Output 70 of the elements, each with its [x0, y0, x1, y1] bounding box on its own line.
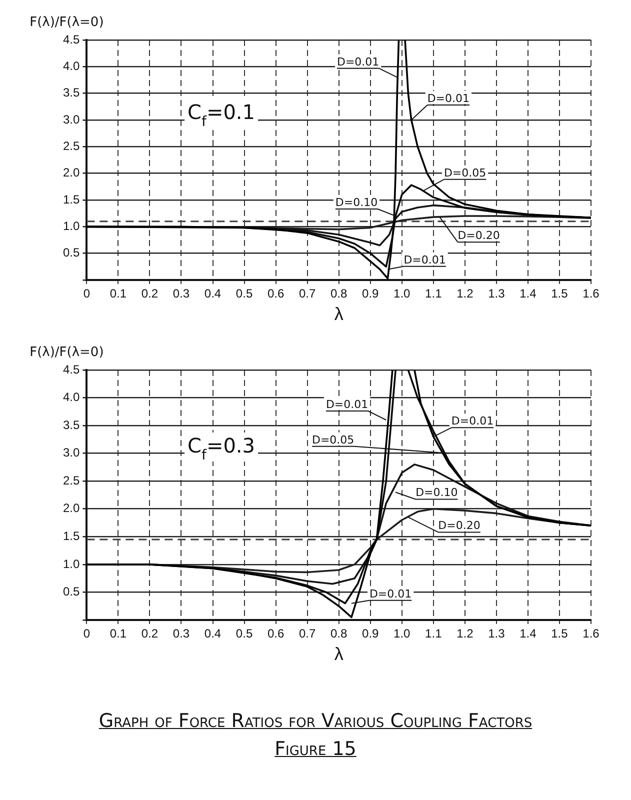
y-tick-label: 0.5 [62, 584, 80, 599]
annotation: D=0.01 [336, 55, 380, 68]
x-tick-label: 0.1 [110, 286, 127, 301]
x-tick-label: 0.3 [172, 626, 190, 641]
text: Graph of Force Ratios for Various Coupling Factors [98, 710, 534, 732]
x-tick-label: 1.1 [425, 286, 442, 301]
x-tick-label: 0.9 [362, 626, 380, 641]
x-tick-label: 0.2 [141, 626, 158, 641]
x-tick-label: 0.1 [110, 626, 127, 641]
y-tick-label: 2.0 [62, 166, 80, 180]
y-tick-label: 1.5 [62, 528, 80, 543]
annotation: D=0.20 [438, 519, 480, 532]
x-tick-label: 0.2 [141, 286, 158, 301]
text: Figure 15 [274, 738, 358, 760]
annotation: D=0.10 [416, 486, 458, 500]
annotation: D=0.20 [458, 229, 500, 242]
x-tick-label: 1.3 [488, 626, 506, 641]
y-tick-label: 4.5 [62, 362, 80, 376]
annotation: D=0.01 [451, 414, 494, 428]
x-tick-label: 0.5 [236, 286, 253, 301]
x-tick-label: 0.3 [172, 286, 190, 301]
annotation: D=0.05 [312, 433, 354, 446]
x-tick-label: 1.6 [582, 286, 600, 301]
x-tick-label: 0 [83, 286, 90, 301]
y-axis-title: F(λ)/F(λ=0) [30, 345, 104, 360]
x-tick-label: 0.6 [267, 626, 284, 641]
annotation: D=0.01 [427, 92, 470, 105]
y-tick-label: 1.0 [62, 556, 80, 571]
x-tick-label: 1.6 [582, 626, 600, 641]
y-tick-label: 1.0 [62, 218, 80, 233]
x-axis-title: λ [334, 304, 344, 324]
y-tick-label: 3.5 [62, 418, 80, 432]
y-axis-title: F(λ)/F(λ=0) [30, 15, 104, 30]
annotation: D=0.01 [404, 253, 446, 266]
x-tick-label: 0 [83, 626, 90, 641]
x-tick-label: 1.4 [520, 286, 537, 301]
x-tick-label: 0.7 [298, 626, 316, 641]
y-tick-label: 4.0 [62, 390, 80, 404]
x-tick-label: 0.8 [330, 626, 348, 641]
annotation: D=0.01 [326, 398, 368, 411]
annotation: D=0.10 [335, 196, 378, 209]
x-tick-label: 0.7 [298, 286, 316, 301]
x-tick-label: 1.0 [394, 626, 411, 641]
x-tick-label: 1.4 [520, 626, 537, 641]
x-tick-label: 0.6 [267, 286, 284, 301]
x-axis-title: λ [334, 644, 344, 664]
annotation: D=0.05 [444, 166, 486, 180]
x-tick-label: 0.4 [204, 626, 222, 641]
x-tick-label: 0.8 [330, 286, 348, 301]
annotation: D=0.01 [369, 587, 412, 600]
y-tick-label: 3.0 [62, 446, 80, 460]
x-tick-label: 1.3 [488, 286, 506, 301]
y-tick-label: 3.0 [62, 112, 80, 126]
x-tick-label: 1.5 [551, 286, 568, 301]
y-tick-label: 2.0 [62, 501, 80, 516]
y-tick-label: 0.5 [62, 246, 80, 260]
x-tick-label: 0.5 [236, 626, 253, 641]
x-tick-label: 1.5 [551, 626, 568, 641]
x-tick-label: 1.2 [456, 286, 474, 301]
y-tick-label: 4.5 [62, 32, 80, 46]
x-tick-label: 1.0 [394, 286, 411, 301]
x-tick-label: 0.9 [362, 286, 380, 301]
x-tick-label: 0.4 [204, 286, 222, 301]
x-tick-label: 1.2 [456, 626, 474, 641]
y-tick-label: 3.5 [62, 86, 80, 100]
y-tick-label: 2.5 [62, 473, 80, 488]
y-tick-label: 1.5 [62, 192, 80, 206]
y-tick-label: 2.5 [62, 138, 80, 153]
y-tick-label: 4.0 [62, 58, 80, 73]
x-tick-label: 1.1 [425, 626, 442, 641]
